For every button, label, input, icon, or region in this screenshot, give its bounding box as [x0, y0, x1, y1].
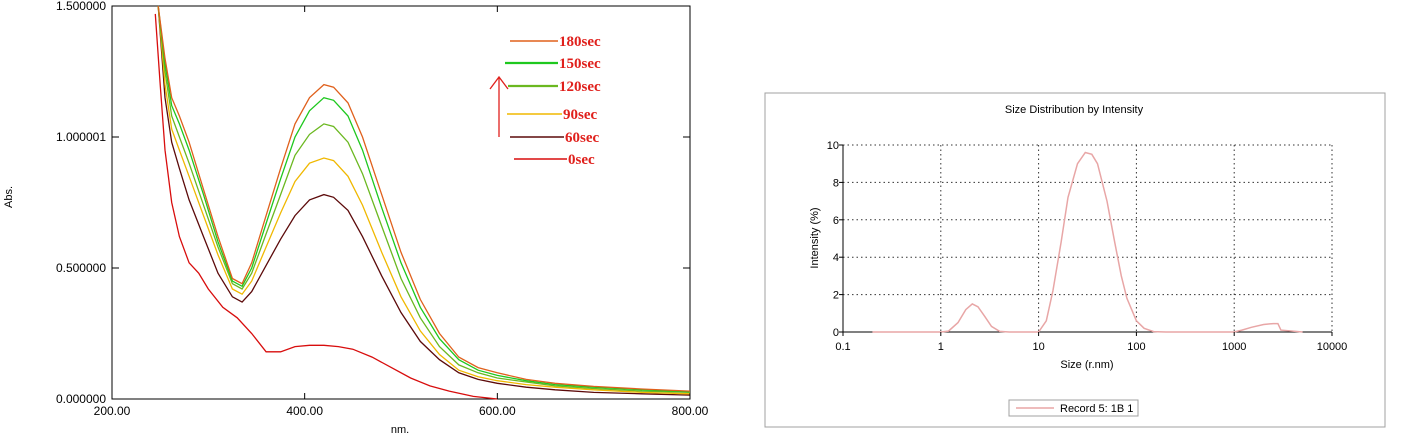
uv-legend-label-150sec: 150sec	[559, 56, 601, 72]
dls-y-tick-label: 6	[833, 215, 839, 227]
uv-legend-label-90sec: 90sec	[563, 107, 597, 123]
dls-y-tick-label: 8	[833, 177, 839, 189]
uv-series-line-0sec	[154, 13, 498, 400]
uv-plot-frame	[111, 5, 691, 400]
uv-plot-border	[111, 5, 691, 400]
dls-legend-label: Record 5: 1B 1	[1060, 403, 1133, 415]
dls-chart-title: Size Distribution by Intensity	[1005, 104, 1144, 116]
dls-x-axis-label: Size (r.nm)	[1060, 359, 1113, 371]
uv-x-axis-label: nm.	[391, 424, 409, 436]
uv-series-line-150sec	[157, 5, 691, 393]
uv-series-line-60sec	[157, 5, 691, 396]
dls-series-line	[872, 151, 1303, 333]
uv-legend-label-0sec: 0sec	[568, 152, 595, 168]
dls-y-tick-label: 4	[833, 252, 839, 264]
dls-series-group	[872, 151, 1303, 333]
uv-y-tick-label: 0.000000	[56, 392, 106, 406]
uv-series-line-120sec	[157, 5, 691, 394]
uv-legend-arrow-head	[489, 75, 509, 90]
uv-y-axis-label: Abs.	[3, 186, 15, 208]
uv-tick-group: 200.00 400.00 600.00 800.00 0.000000 0.500000…	[56, 0, 709, 418]
dls-tick-group: 0.1 1 10 100 1000 10000 0 2 4 6 8 10	[827, 140, 1348, 353]
dls-x-tick-label: 10000	[1317, 341, 1348, 353]
uv-legend-label-120sec: 120sec	[559, 79, 601, 95]
dls-y-tick-label: 10	[827, 140, 839, 152]
uv-legend-label-60sec: 60sec	[565, 130, 599, 146]
uv-y-tick-label: 1.000001	[56, 130, 106, 144]
uv-x-tick-label: 600.00	[479, 404, 516, 418]
uv-x-tick-label: 200.00	[94, 404, 131, 418]
dls-x-tick-label: 0.1	[835, 341, 850, 353]
dls-y-tick-label: 0	[833, 327, 839, 339]
dls-legend-box	[1008, 399, 1139, 417]
dls-x-tick-label: 10	[1032, 341, 1044, 353]
uv-x-tick-label: 400.00	[286, 404, 323, 418]
dls-x-tick-label: 1000	[1222, 341, 1246, 353]
dls-x-tick-label: 1	[938, 341, 944, 353]
dls-y-axis-label: Intensity (%)	[809, 207, 821, 268]
dls-panel-border	[764, 92, 1386, 428]
uv-y-tick-label: 1.500000	[56, 0, 106, 13]
dls-y-tick-label: 2	[833, 290, 839, 302]
uv-series-group	[154, 5, 691, 400]
uv-legend: 180sec 150sec 120sec 90sec 60sec 0sec	[489, 34, 601, 168]
uv-legend-label-180sec: 180sec	[559, 34, 601, 50]
uv-series-line-90sec	[157, 5, 691, 395]
uv-x-tick-label: 800.00	[672, 404, 709, 418]
uv-series-line-180sec	[157, 5, 691, 392]
dls-legend: Record 5: 1B 1	[1008, 399, 1139, 417]
dls-x-tick-label: 100	[1127, 341, 1145, 353]
uv-y-tick-label: 0.500000	[56, 261, 106, 275]
